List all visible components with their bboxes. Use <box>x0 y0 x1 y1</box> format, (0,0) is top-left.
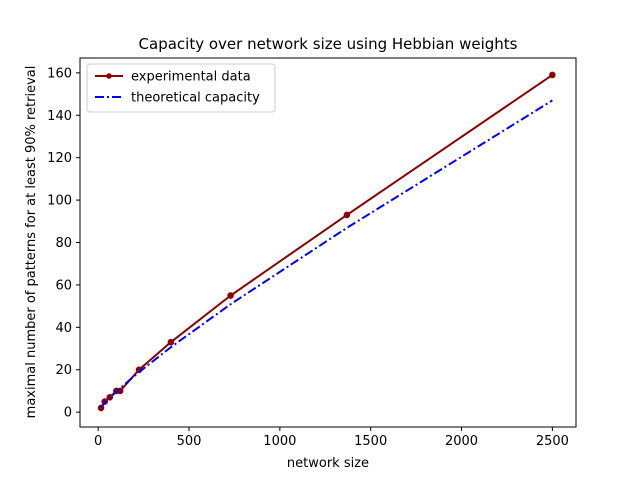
y-axis-title: maximal number of patterns for at least … <box>24 66 39 419</box>
legend-marker-0 <box>106 73 112 79</box>
x-tick-label: 2500 <box>536 434 569 449</box>
x-tick-label: 500 <box>177 434 202 449</box>
y-tick-label: 20 <box>55 363 72 378</box>
plot-area <box>97 71 556 412</box>
legend: experimental data theoretical capacity <box>86 63 276 113</box>
series-line-1 <box>100 99 553 409</box>
y-tick-label: 100 <box>47 194 72 209</box>
legend-box <box>86 63 276 113</box>
legend-label-1: theoretical capacity <box>131 91 260 106</box>
x-tick-label: 1500 <box>354 434 387 449</box>
y-tick-label: 60 <box>55 278 72 293</box>
data-point <box>549 71 556 79</box>
legend-label-0: experimental data <box>131 70 251 85</box>
data-point <box>227 292 234 299</box>
axes: 0 500 1000 1500 2000 2500 0 20 40 60 80 100 120 140 16… <box>47 57 577 449</box>
x-axis-title: network size <box>287 456 369 471</box>
data-point <box>167 338 175 346</box>
y-tick-label: 40 <box>55 321 72 336</box>
y-tick-label: 0 <box>64 406 72 421</box>
chart-title: Capacity over network size using Hebbian… <box>139 35 518 53</box>
y-tick-label: 140 <box>47 109 72 124</box>
plot-frame <box>79 57 577 428</box>
x-tick-label: 1000 <box>263 434 296 449</box>
y-tick-label: 80 <box>55 236 72 251</box>
x-tick-label: 2000 <box>445 434 478 449</box>
y-tick-label: 120 <box>47 151 72 166</box>
y-tick-label: 160 <box>47 66 72 81</box>
x-tick-label: 0 <box>94 434 102 449</box>
data-point <box>343 211 351 219</box>
